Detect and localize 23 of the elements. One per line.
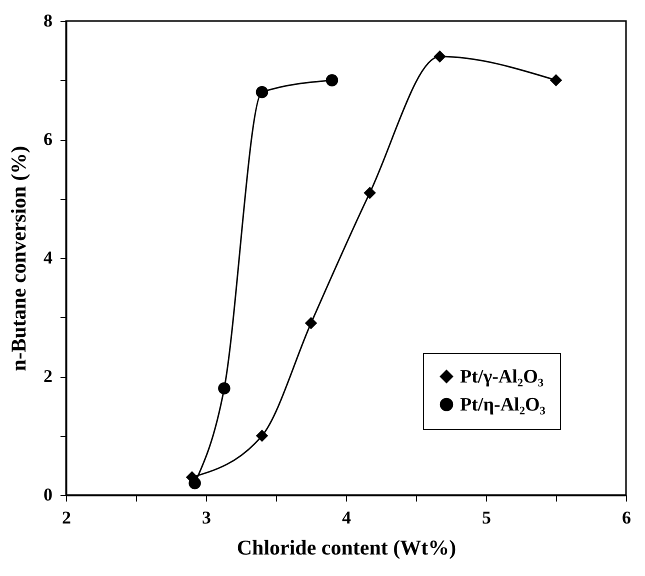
x-tick-label: 2 xyxy=(62,508,71,528)
point xyxy=(218,382,230,394)
y-tick-label: 4 xyxy=(44,248,52,268)
legend-label: Pt/γ-Al₂O₃ xyxy=(460,366,544,388)
y-tick-label: 2 xyxy=(44,366,52,386)
x-tick-label: 6 xyxy=(622,508,631,528)
point xyxy=(256,430,268,442)
x-tick-label: 4 xyxy=(342,508,351,528)
point xyxy=(550,74,562,86)
y-tick-label: 0 xyxy=(44,484,52,504)
point xyxy=(188,477,201,490)
point xyxy=(434,50,446,63)
x-tick-label: 5 xyxy=(482,508,491,528)
x-tick-label: 3 xyxy=(202,508,211,528)
y-tick-label: 8 xyxy=(44,10,52,30)
point xyxy=(326,74,338,86)
y-tick-label: 6 xyxy=(44,129,52,149)
point xyxy=(256,86,268,98)
point xyxy=(364,186,376,199)
point xyxy=(304,317,318,330)
x-axis-title: Chloride content (Wt%) xyxy=(236,536,456,560)
legend-label: Pt/η-Al₂O₃ xyxy=(460,394,546,416)
y-axis-title: n-Butane conversion (%) xyxy=(6,146,30,372)
